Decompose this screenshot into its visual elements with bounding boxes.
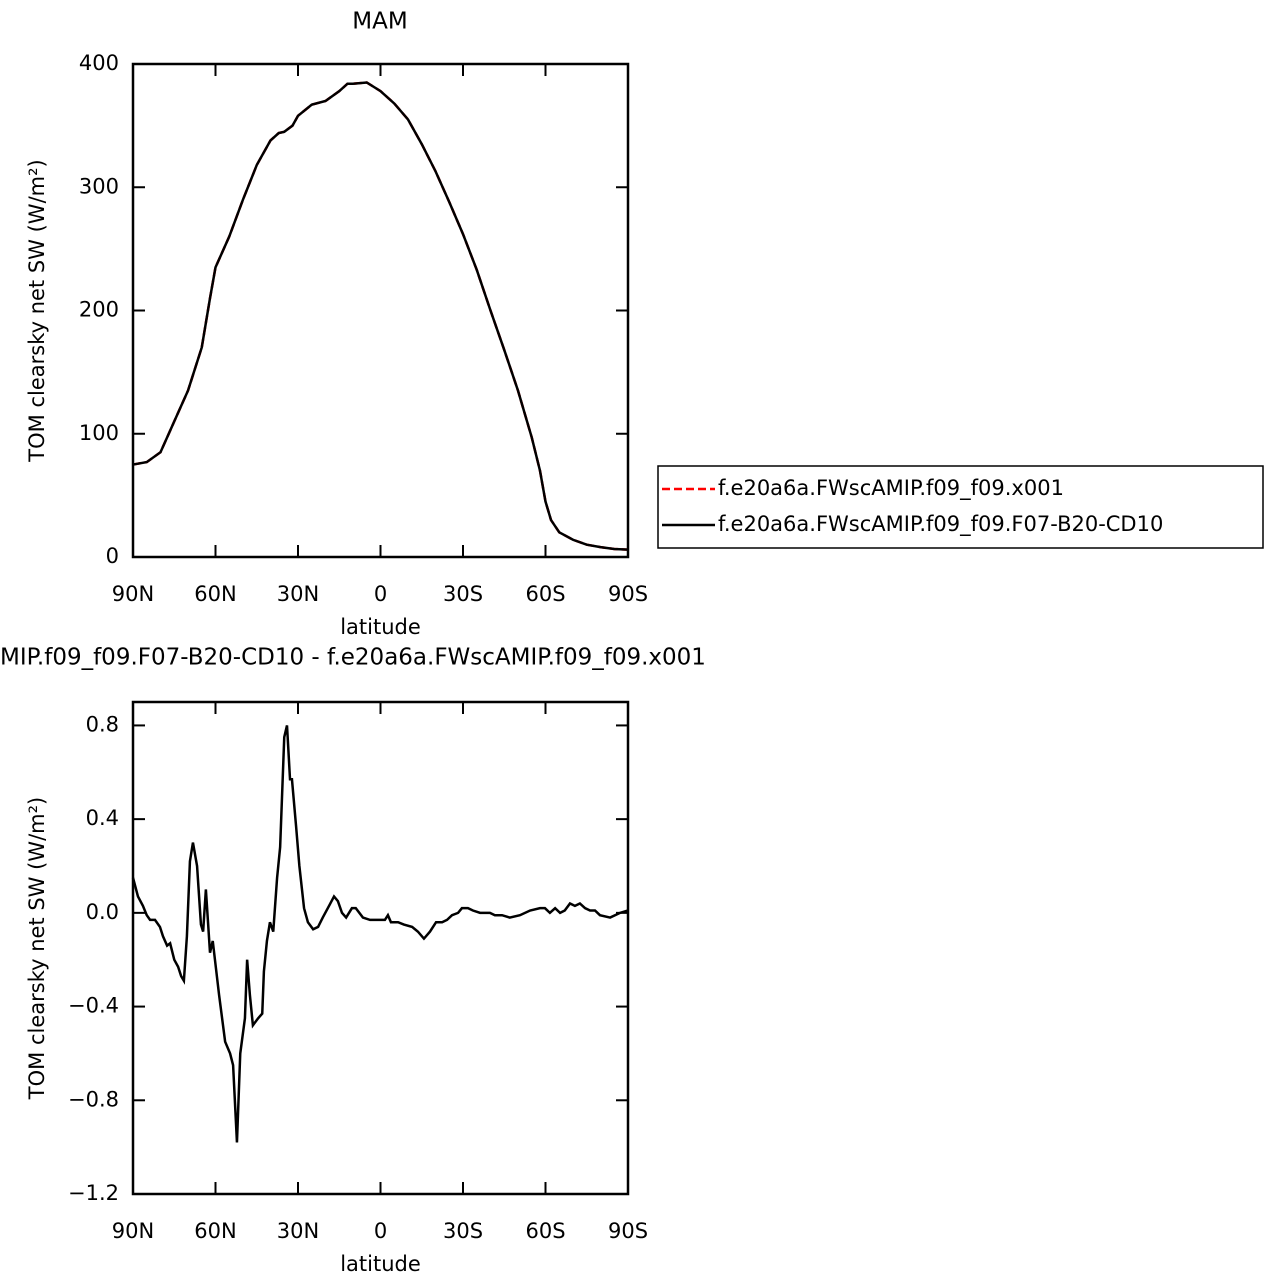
y-tick-label: 0.4 <box>86 806 119 830</box>
x-axis-label: latitude <box>340 615 421 639</box>
x-tick-label: 0 <box>374 582 387 606</box>
legend-label: f.e20a6a.FWscAMIP.f09_f09.x001 <box>718 476 1064 501</box>
plot-frame <box>131 700 630 1196</box>
y-tick-label: 100 <box>79 421 119 445</box>
y-tick-label: 0 <box>106 544 119 568</box>
data-line <box>132 81 629 551</box>
y-tick-label: 0.0 <box>86 900 119 924</box>
legend-box <box>657 465 1264 549</box>
y-tick-label: 0.8 <box>86 712 119 736</box>
y-tick-label: 400 <box>79 51 119 75</box>
y-tick-label: −0.4 <box>68 994 119 1018</box>
x-tick-label: 90N <box>112 582 154 606</box>
chart-title: MIP.f09_f09.F07-B20-CD10 - f.e20a6a.FWsc… <box>0 645 706 671</box>
x-tick-label: 90S <box>608 582 648 606</box>
x-tick-label: 30S <box>443 1219 483 1243</box>
x-tick-label: 30S <box>443 582 483 606</box>
data-line <box>131 725 629 1143</box>
x-tick-label: 30N <box>277 1219 319 1243</box>
chart-title: MAM <box>352 9 407 35</box>
x-tick-label: 0 <box>374 1219 387 1243</box>
x-tick-label: 60N <box>194 1219 236 1243</box>
plot-frame <box>131 62 630 559</box>
x-tick-label: 30N <box>277 582 319 606</box>
y-tick-label: 200 <box>79 298 119 322</box>
x-tick-label: 90S <box>608 1219 648 1243</box>
y-tick-label: −0.8 <box>68 1087 119 1111</box>
y-axis-label: TOM clearsky net SW (W/m²) <box>25 159 49 462</box>
x-tick-label: 60S <box>525 582 565 606</box>
y-axis-label: TOM clearsky net SW (W/m²) <box>25 797 49 1100</box>
legend-label: f.e20a6a.FWscAMIP.f09_f09.F07-B20-CD10 <box>718 512 1163 537</box>
y-tick-label: −1.2 <box>68 1181 119 1205</box>
x-tick-label: 60S <box>525 1219 565 1243</box>
x-tick-label: 60N <box>194 582 236 606</box>
y-tick-label: 300 <box>79 174 119 198</box>
x-axis-label: latitude <box>340 1252 421 1276</box>
x-tick-label: 90N <box>112 1219 154 1243</box>
